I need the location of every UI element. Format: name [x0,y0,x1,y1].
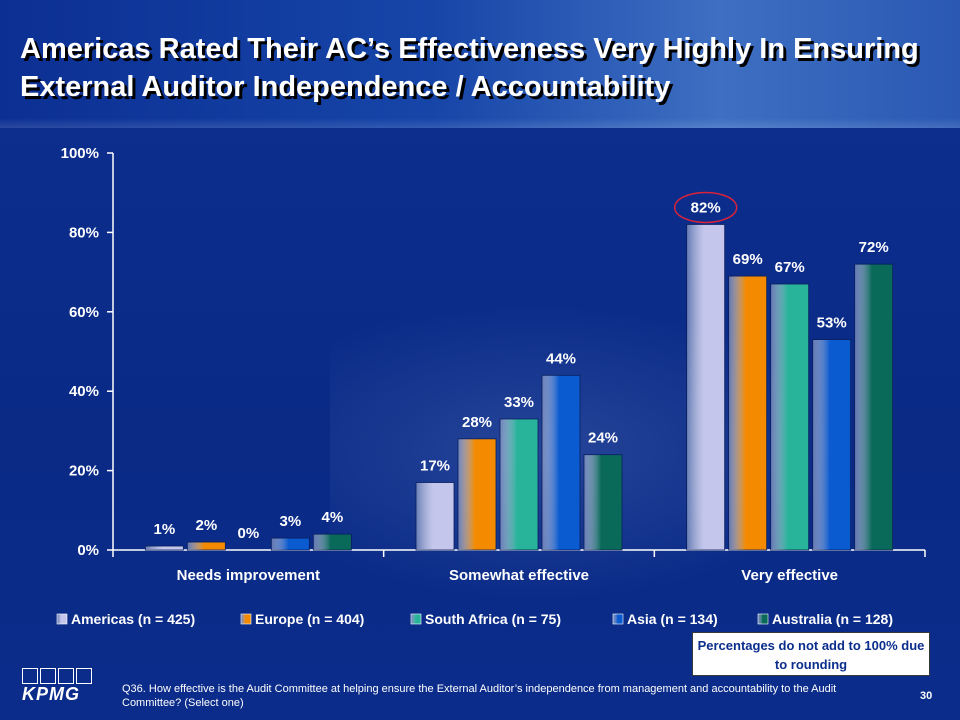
bar [812,339,852,551]
bar [415,482,455,551]
bar [186,541,226,551]
bar [728,275,768,551]
legend-label: South Africa (n = 75) [425,611,561,627]
bar [686,224,726,551]
data-label: 67% [775,259,805,276]
legend-label: Americas (n = 425) [71,611,195,627]
data-label: 0% [237,525,259,542]
question-footnote: Q36. How effective is the Audit Committe… [122,683,837,709]
bar [770,283,810,551]
y-tick-label: 80% [69,224,99,241]
x-category-label: Very effective [741,567,838,584]
data-label: 82% [691,199,721,216]
logo-text: KPMG [22,684,80,704]
page-number: 30 [920,690,933,702]
data-label: 1% [153,521,175,538]
highlight-circle [673,191,738,224]
data-label: 3% [279,513,301,530]
legend-label: Europe (n = 404) [255,611,364,627]
data-label: 17% [420,458,450,475]
header-band [0,0,960,128]
bar [583,454,623,551]
legend-swatch [56,613,68,625]
data-label: 69% [733,251,763,268]
data-label: 28% [462,414,492,431]
bar [270,537,310,551]
chart-data-labels: 1% 2% 0% 3% 4% 17% 28% 33% 44% 24% 82% 69% 67% 53% 72% [153,191,889,542]
bar [541,374,581,551]
data-label: 53% [817,315,847,332]
legend-label: Asia (n = 134) [627,611,718,627]
legend-swatch [410,613,422,625]
bar [457,438,497,551]
data-label: 2% [195,517,217,534]
chart-legend: Americas (n = 425) Europe (n = 404) South … [56,611,893,627]
bar [144,545,184,551]
y-tick-label: 0% [77,542,99,559]
kpmg-logo: KPMG [22,668,94,708]
legend-swatch [612,613,624,625]
bar [312,533,352,551]
logo-boxes [22,668,92,684]
data-label: 44% [546,350,576,367]
legend-swatch [757,613,769,625]
y-tick-label: 20% [69,463,99,480]
data-label: 24% [588,430,618,447]
chart-bars [144,224,894,551]
legend-label: Australia (n = 128) [772,611,893,627]
y-tick-label: 100% [61,145,99,162]
rounding-note: Percentages do not add to 100% due to ro… [692,632,930,676]
y-tick-label: 60% [69,304,99,321]
bar [499,418,539,551]
data-label: 72% [859,239,889,256]
data-label: 4% [321,509,343,526]
legend-swatch [240,613,252,625]
bar [854,263,894,551]
data-label: 33% [504,394,534,411]
slide-title: Americas Rated Their AC’s Effectiveness … [20,33,919,103]
x-category-label: Needs improvement [177,567,320,584]
x-category-label: Somewhat effective [449,567,589,584]
y-tick-label: 40% [69,383,99,400]
